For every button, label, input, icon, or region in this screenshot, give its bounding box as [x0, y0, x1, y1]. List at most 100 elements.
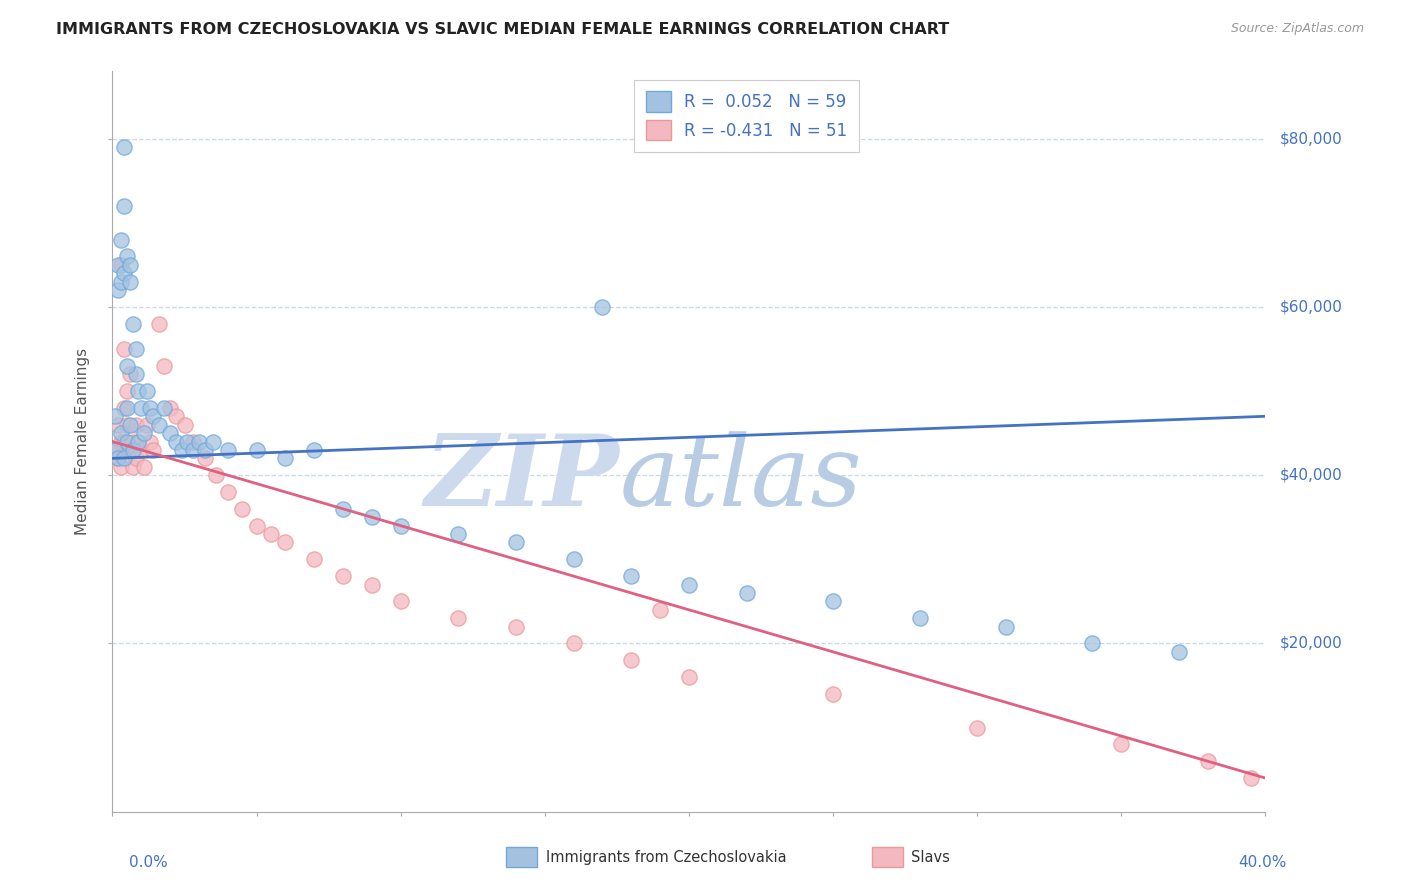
Point: [389, 594, 412, 608]
Point: [118, 368, 141, 382]
Text: $60,000: $60,000: [1279, 300, 1343, 314]
Point: [447, 611, 470, 625]
Point: [139, 434, 162, 449]
Point: [112, 451, 135, 466]
Point: [127, 384, 149, 398]
Point: [121, 317, 143, 331]
Point: [110, 434, 132, 449]
Text: $80,000: $80,000: [1279, 131, 1343, 146]
Point: [118, 275, 141, 289]
Text: Slavs: Slavs: [911, 850, 950, 864]
Point: [188, 434, 211, 449]
Point: [136, 384, 159, 398]
Text: Source: ZipAtlas.com: Source: ZipAtlas.com: [1230, 22, 1364, 36]
Point: [562, 636, 585, 650]
Point: [194, 442, 217, 457]
Point: [115, 401, 138, 415]
Point: [173, 417, 195, 432]
Point: [112, 140, 135, 154]
Point: [304, 442, 326, 457]
Point: [107, 417, 129, 432]
Point: [142, 409, 165, 424]
Point: [115, 384, 138, 398]
Point: [1167, 645, 1189, 659]
Point: [181, 442, 204, 457]
Point: [107, 283, 129, 297]
Point: [136, 417, 159, 432]
Text: IMMIGRANTS FROM CZECHOSLOVAKIA VS SLAVIC MEDIAN FEMALE EARNINGS CORRELATION CHAR: IMMIGRANTS FROM CZECHOSLOVAKIA VS SLAVIC…: [56, 22, 949, 37]
Point: [124, 368, 146, 382]
Point: [908, 611, 931, 625]
Point: [176, 434, 198, 449]
Point: [505, 619, 527, 633]
Point: [389, 518, 412, 533]
Point: [231, 501, 253, 516]
Text: ZIP: ZIP: [425, 430, 620, 527]
Point: [159, 401, 181, 415]
Point: [115, 359, 138, 373]
Point: [129, 442, 153, 457]
Point: [332, 501, 354, 516]
Point: [181, 434, 204, 449]
Point: [562, 552, 585, 566]
Point: [148, 417, 170, 432]
Point: [115, 434, 138, 449]
Point: [127, 434, 149, 449]
Point: [274, 451, 297, 466]
Point: [127, 434, 149, 449]
Point: [110, 426, 132, 441]
Point: [110, 233, 132, 247]
Point: [205, 468, 228, 483]
Point: [110, 275, 132, 289]
Point: [678, 577, 700, 591]
Point: [124, 417, 146, 432]
Point: [107, 451, 129, 466]
Point: [966, 721, 988, 735]
Point: [121, 442, 143, 457]
Point: [107, 451, 129, 466]
Point: [124, 451, 146, 466]
FancyBboxPatch shape: [506, 847, 537, 867]
Point: [1081, 636, 1104, 650]
Point: [447, 527, 470, 541]
Point: [165, 409, 187, 424]
Point: [121, 434, 143, 449]
Point: [620, 569, 643, 583]
Y-axis label: Median Female Earnings: Median Female Earnings: [75, 348, 90, 535]
Point: [620, 653, 643, 667]
Text: $40,000: $40,000: [1279, 467, 1343, 483]
Point: [217, 442, 239, 457]
Text: atlas: atlas: [620, 431, 862, 526]
Point: [153, 359, 176, 373]
FancyBboxPatch shape: [872, 847, 903, 867]
Point: [360, 577, 382, 591]
Point: [1111, 738, 1133, 752]
Point: [1197, 754, 1219, 768]
Point: [592, 300, 614, 314]
Point: [104, 442, 127, 457]
Point: [148, 317, 170, 331]
Point: [1240, 771, 1263, 785]
Point: [678, 670, 700, 684]
Point: [995, 619, 1018, 633]
Text: 0.0%: 0.0%: [129, 855, 169, 870]
Point: [650, 603, 672, 617]
Point: [104, 442, 127, 457]
Point: [360, 510, 382, 524]
Point: [118, 258, 141, 272]
Point: [107, 258, 129, 272]
Point: [112, 434, 135, 449]
Point: [112, 199, 135, 213]
Point: [118, 417, 141, 432]
Point: [165, 434, 187, 449]
Text: 40.0%: 40.0%: [1239, 855, 1286, 870]
Point: [115, 250, 138, 264]
Point: [159, 426, 181, 441]
Point: [170, 442, 193, 457]
Point: [821, 594, 844, 608]
Point: [142, 442, 165, 457]
Point: [139, 401, 162, 415]
Point: [118, 442, 141, 457]
Point: [104, 409, 127, 424]
Point: [121, 459, 143, 474]
